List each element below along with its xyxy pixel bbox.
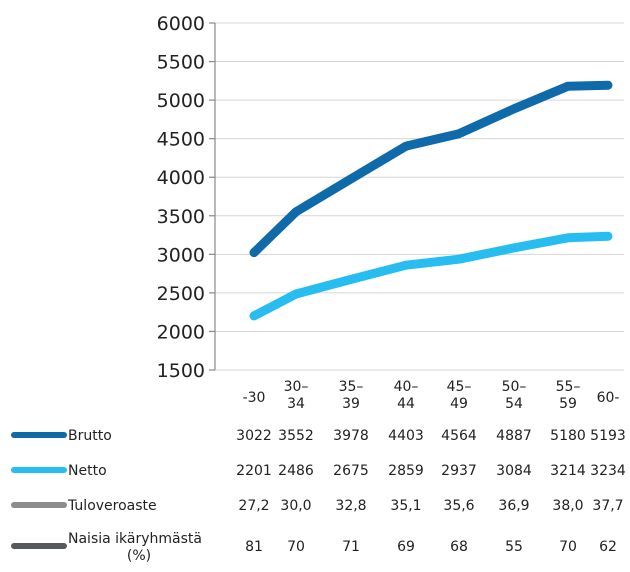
y-tick-label: 1500 [157, 360, 205, 382]
x-tick-label: 50– 54 [502, 379, 527, 412]
x-tick-label: 60- [597, 390, 620, 406]
table-cell: 35,6 [443, 498, 474, 514]
y-tick-labels: 1500 2000 2500 3000 3500 4000 4500 5000 5500 6000 [157, 13, 205, 382]
table-cell: 3978 [333, 428, 369, 444]
table-cell: 32,8 [335, 498, 366, 514]
table-cell: 3022 [236, 428, 272, 444]
series-line-brutto [249, 80, 613, 258]
table-row-label: Tuloveroaste [67, 498, 157, 514]
table-cell: 2201 [236, 463, 272, 479]
x-tick-labels: -30 30– 34 35– 39 40– 44 45– 49 50– 54 55– 59 60- [243, 379, 620, 412]
series-lines [249, 80, 613, 321]
y-tick-label: 3500 [157, 206, 205, 228]
y-tick-label: 2500 [157, 283, 205, 305]
series-line-netto [249, 231, 613, 321]
table-cell: 4564 [441, 428, 477, 444]
table-cell: 55 [505, 539, 523, 555]
table-cell: 3084 [496, 463, 532, 479]
table-cell: 3234 [590, 463, 626, 479]
table-cell: 3214 [550, 463, 586, 479]
table-cell: 3552 [278, 428, 314, 444]
table-cell: 27,2 [238, 498, 269, 514]
y-tick-label: 2000 [157, 321, 205, 343]
table-cell: 5180 [550, 428, 586, 444]
y-tick-label: 4500 [157, 129, 205, 151]
table-cell: 4403 [388, 428, 424, 444]
y-tick-label: 5000 [157, 90, 205, 112]
table-cell: 70 [559, 539, 577, 555]
table-cell: 35,1 [390, 498, 421, 514]
y-tick-label: 5500 [157, 52, 205, 74]
x-tick-label: 30– 34 [284, 379, 309, 412]
data-table: Brutto 3022 3552 3978 4403 4564 4887 5180 5193 Ne… [11, 428, 626, 564]
y-tick-label: 3000 [157, 244, 205, 266]
table-cell: 2675 [333, 463, 369, 479]
table-cell: 4887 [496, 428, 532, 444]
table-row-label: Netto [68, 463, 107, 479]
table-cell: 69 [397, 539, 415, 555]
table-cell: 2937 [441, 463, 477, 479]
y-tick-label: 4000 [157, 167, 205, 189]
y-gridlines [215, 22, 624, 371]
x-tick-label: 40– 44 [394, 379, 419, 412]
table-row-label: Naisia ikäryhmästä (%) [68, 531, 202, 564]
table-row-label: Brutto [68, 428, 112, 444]
table-cell: 2859 [388, 463, 424, 479]
axes [209, 22, 216, 371]
table-cell: 68 [450, 539, 468, 555]
x-tick-label: 45– 49 [447, 379, 472, 412]
y-tick-label: 6000 [157, 13, 205, 35]
table-cell: 81 [245, 539, 263, 555]
table-cell: 62 [599, 539, 617, 555]
x-tick-label: 35– 39 [339, 379, 364, 412]
table-cell: 70 [287, 539, 305, 555]
x-tick-label: 55– 59 [556, 379, 581, 412]
x-tick-label: -30 [243, 390, 266, 406]
table-cell: 36,9 [498, 498, 529, 514]
table-cell: 38,0 [552, 498, 583, 514]
table-cell: 71 [342, 539, 360, 555]
table-cell: 5193 [590, 428, 626, 444]
table-cell: 30,0 [280, 498, 311, 514]
table-cell: 2486 [278, 463, 314, 479]
table-cell: 37,7 [592, 498, 623, 514]
